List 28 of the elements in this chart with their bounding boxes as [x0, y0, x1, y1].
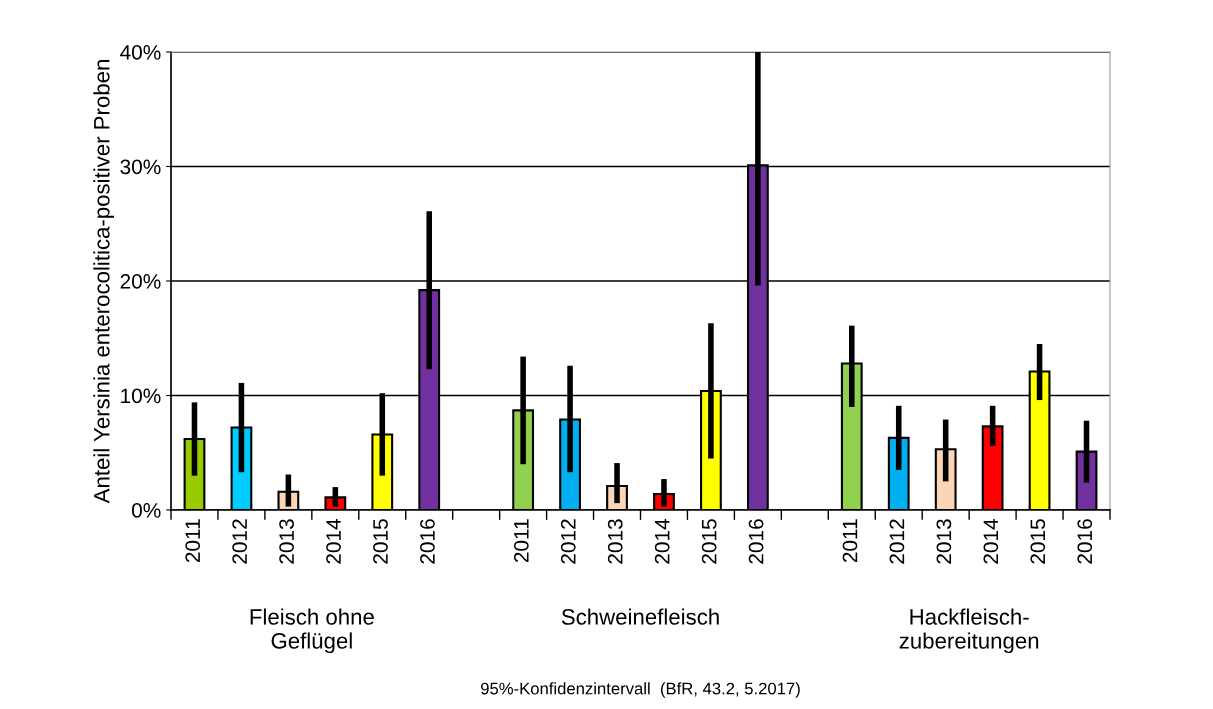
text: Schweinefleisch — [561, 608, 719, 625]
x-tick-label: 2011 — [842, 519, 858, 563]
x-tick-label: 2014 — [983, 518, 999, 564]
text: 95%-Konfidenzintervall (BfR, 43.2, 5.2017) — [481, 682, 800, 698]
x-tick-label: 2014 — [654, 518, 670, 564]
y-tick-label: 0% — [131, 503, 161, 518]
y-tick-label: 30% — [120, 159, 161, 175]
x-tick-label: 2016 — [420, 519, 435, 564]
x-tick-label: 2013 — [936, 519, 952, 564]
x-tick-label: 2015 — [373, 519, 388, 564]
x-tick-label: 2015 — [701, 519, 717, 564]
x-tick-label: 2011 — [513, 519, 529, 563]
text: Hackfleisch- zubereitungen — [899, 608, 1039, 654]
x-tick-label: 2011 — [185, 519, 201, 563]
text: Fleisch ohne Geflügel — [250, 608, 374, 654]
y-tick-label: 20% — [120, 274, 161, 289]
x-tick-label: 2013 — [279, 519, 294, 564]
x-tick-label: 2016 — [1077, 519, 1093, 564]
y-tick-label: 10% — [121, 388, 161, 404]
x-tick-label: 2016 — [748, 519, 764, 564]
y-axis-title: Anteil Yersinia enterocolitica-positiver Proben — [93, 60, 115, 504]
x-tick-label: 2012 — [560, 519, 576, 564]
x-tick-label: 2013 — [607, 519, 623, 564]
x-tick-label: 2012 — [232, 519, 248, 564]
x-tick-label: 2015 — [1030, 519, 1046, 564]
x-tick-label: 2014 — [326, 518, 341, 564]
y-tick-label: 40% — [120, 45, 161, 60]
x-tick-label: 2012 — [889, 519, 905, 564]
